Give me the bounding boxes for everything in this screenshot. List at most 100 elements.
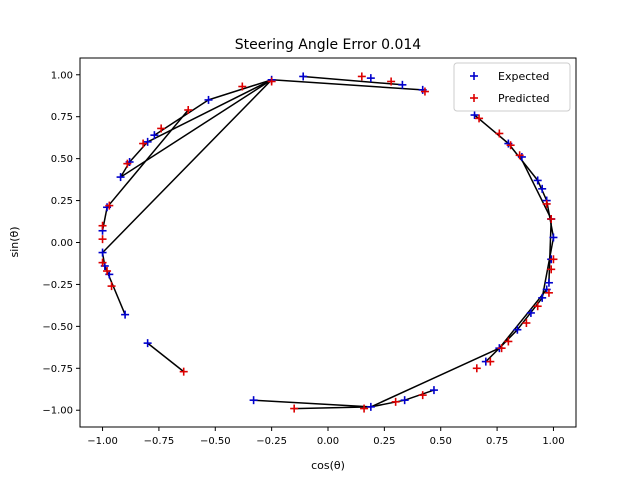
predicted-point-32: [360, 404, 369, 413]
plot-area: [98, 72, 558, 413]
expected-point-33: [249, 396, 258, 405]
expected-point-20: [533, 176, 542, 185]
x-tick-label-0: −1.00: [87, 436, 118, 447]
expected-point-24: [549, 233, 558, 242]
connection-line-4: [147, 79, 272, 143]
expected-point-17: [470, 111, 479, 120]
connection-line-14: [474, 114, 509, 145]
predicted-point-8: [123, 159, 132, 168]
predicted-point-23: [547, 265, 556, 274]
x-tick-label-3: −0.25: [256, 436, 287, 447]
legend: Expected Predicted: [453, 62, 571, 112]
expected-point-36: [429, 386, 438, 395]
y-tick-label-1: −0.75: [42, 364, 73, 375]
x-tick-label-5: 0.25: [373, 436, 395, 447]
expected-point-7: [143, 137, 152, 146]
expected-point-4: [204, 95, 213, 104]
connection-line-29: [294, 406, 371, 410]
connection-line-1: [271, 79, 423, 91]
connection-line-0: [303, 75, 403, 86]
predicted-point-21: [547, 215, 556, 224]
predicted-point-24: [544, 288, 553, 297]
x-tick-label-1: −0.75: [144, 436, 175, 447]
predicted-point-16: [475, 114, 484, 123]
predicted-point-30: [472, 364, 481, 373]
x-tick-label-4: 0.00: [317, 436, 339, 447]
legend-expected-label: Expected: [498, 70, 549, 83]
predicted-point-34: [418, 391, 427, 400]
y-axis-label: sin(θ): [8, 226, 21, 257]
predicted-point-1: [387, 77, 396, 86]
expected-point-35: [400, 396, 409, 405]
y-tick-label-5: 0.25: [51, 196, 73, 207]
connection-line-20: [541, 237, 555, 299]
expected-point-30: [513, 325, 522, 334]
predicted-point-22: [549, 255, 558, 264]
y-tick-label-6: 0.50: [51, 154, 73, 165]
legend-box: [453, 62, 571, 112]
predicted-point-14: [107, 282, 116, 291]
y-tick-label-0: −1.00: [42, 406, 73, 417]
predicted-point-26: [522, 319, 531, 328]
expected-point-29: [526, 308, 535, 317]
predicted-point-10: [98, 221, 107, 230]
connection-lines: [101, 75, 555, 410]
x-tick-label-8: 1.00: [542, 436, 564, 447]
y-tick-label-2: −0.50: [42, 322, 73, 333]
y-tick-label-7: 0.75: [51, 112, 73, 123]
connection-line-13: [147, 342, 185, 373]
expected-point-9: [116, 173, 125, 182]
predicted-point-33: [391, 397, 400, 406]
predicted-point-4: [267, 77, 276, 86]
predicted-point-11: [98, 235, 107, 244]
data-markers: [98, 72, 558, 413]
predicted-point-12: [98, 258, 107, 267]
legend-predicted-marker: [470, 94, 478, 102]
expected-point-15: [121, 310, 130, 319]
expected-point-6: [150, 131, 159, 140]
predicted-point-3: [238, 82, 247, 91]
connection-line-10: [101, 79, 273, 254]
connection-line-23: [498, 289, 548, 349]
legend-predicted-label: Predicted: [498, 92, 550, 105]
predicted-point-0: [357, 72, 366, 81]
y-tick-label-3: −0.25: [42, 280, 73, 291]
expected-point-2: [398, 80, 407, 89]
expected-point-16: [143, 339, 152, 348]
predicted-point-5: [184, 105, 193, 114]
predicted-point-29: [486, 357, 495, 366]
x-axis-ticks: −1.00 −0.75 −0.50 −0.25 0.00 0.25 0.50 0.75 1.00: [87, 427, 565, 447]
connection-line-8: [106, 109, 189, 208]
connection-line-25: [370, 347, 500, 408]
predicted-point-6: [157, 124, 166, 133]
y-tick-label-4: 0.00: [51, 238, 73, 249]
chart-title: Steering Angle Error 0.014: [235, 37, 421, 53]
x-axis-label: cos(θ): [311, 459, 345, 472]
y-tick-label-8: 1.00: [51, 70, 73, 81]
y-axis-ticks: −1.00 −0.75 −0.50 −0.25 0.00 0.25 0.50 0.75 1.00: [42, 70, 80, 417]
expected-point-26: [544, 278, 553, 287]
x-tick-label-6: 0.50: [430, 436, 452, 447]
expected-point-12: [98, 248, 107, 257]
expected-point-34: [366, 402, 375, 411]
predicted-point-9: [105, 201, 114, 210]
connection-line-2: [208, 79, 272, 101]
predicted-point-20: [542, 199, 551, 208]
connection-line-24: [485, 347, 500, 363]
predicted-point-13: [103, 267, 112, 276]
expected-point-21: [538, 184, 547, 193]
expected-point-0: [299, 72, 308, 81]
connection-line-18: [518, 154, 552, 220]
predicted-point-7: [139, 139, 148, 148]
predicted-point-27: [504, 337, 513, 346]
connection-line-19: [548, 218, 552, 283]
legend-expected-marker: [470, 72, 478, 80]
x-tick-label-7: 0.75: [486, 436, 508, 447]
x-tick-label-2: −0.50: [200, 436, 231, 447]
predicted-point-18: [506, 141, 515, 150]
connection-line-26: [253, 399, 371, 408]
predicted-point-2: [420, 87, 429, 96]
predicted-point-31: [290, 404, 299, 413]
predicted-point-15: [179, 367, 188, 376]
